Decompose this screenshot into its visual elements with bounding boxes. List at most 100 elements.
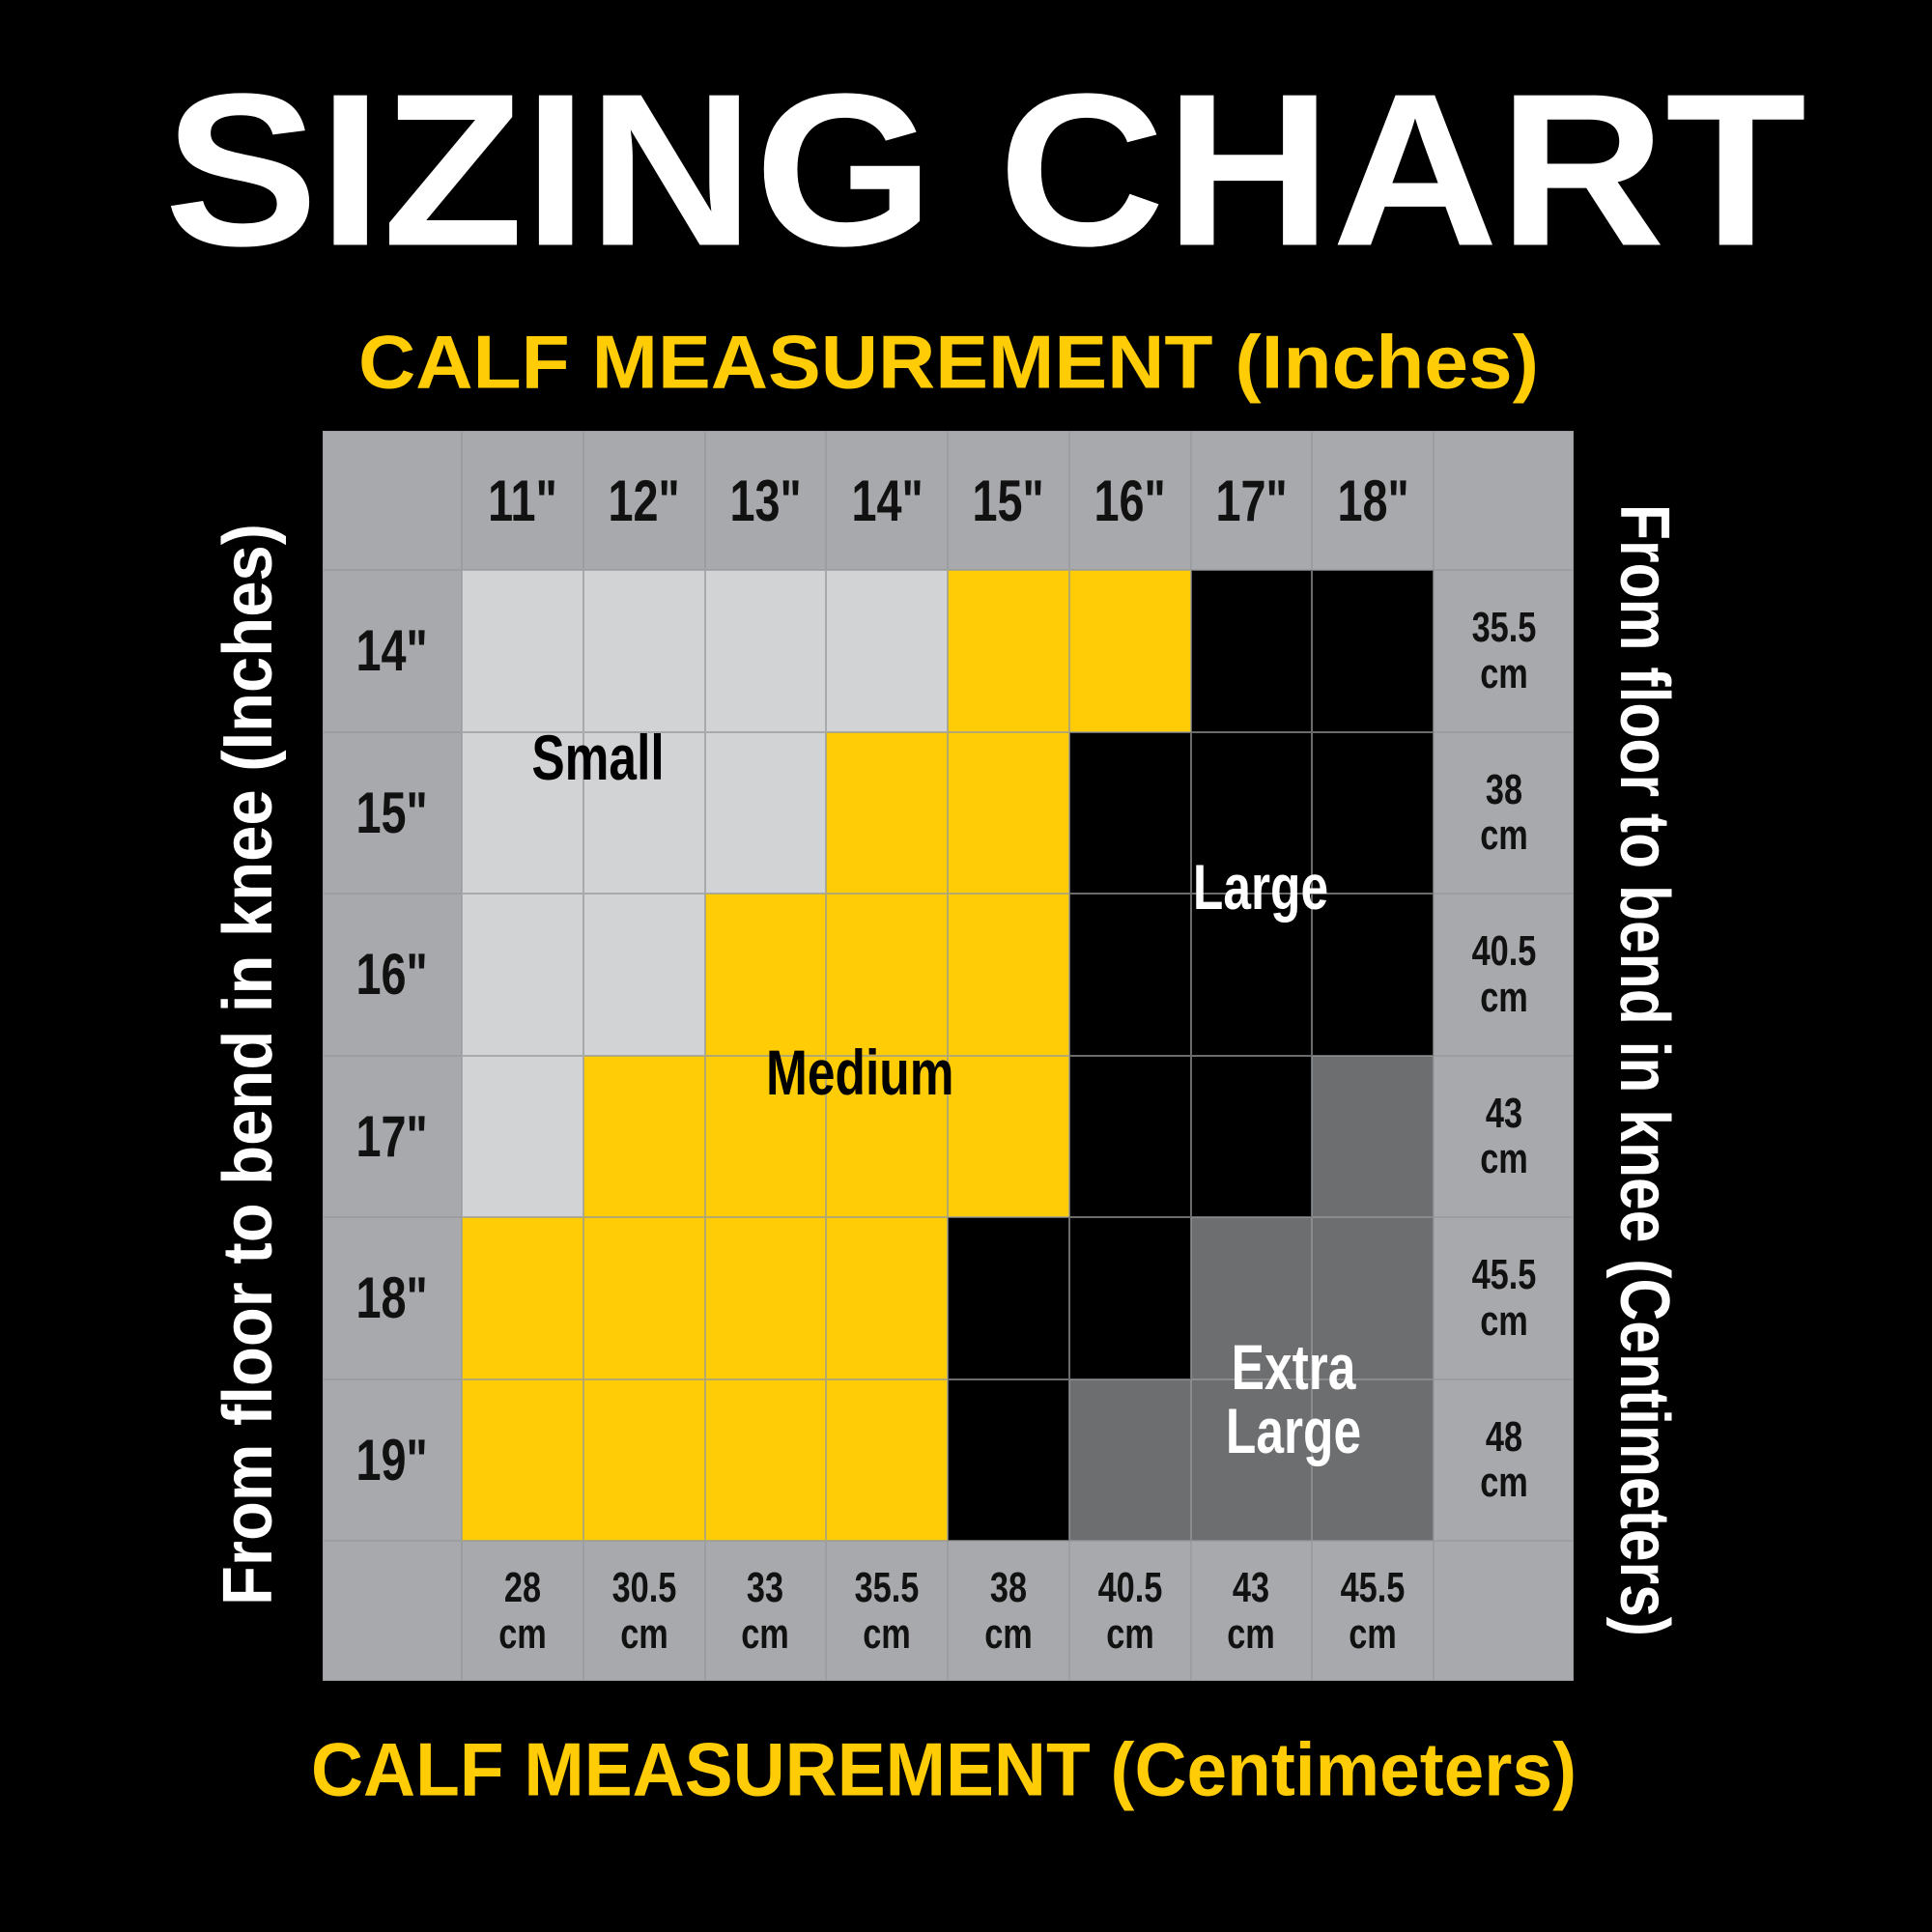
size-cell xyxy=(704,731,827,894)
column-header-in: 15" xyxy=(948,431,1069,570)
size-cell xyxy=(1312,894,1434,1056)
size-cell xyxy=(462,570,583,732)
size-label-text: Extra Large xyxy=(1225,1331,1362,1466)
size-cell xyxy=(1068,1217,1191,1379)
column-header-in-text: 18" xyxy=(1337,468,1409,533)
size-cell xyxy=(1190,894,1313,1056)
top-axis-title: CALF MEASUREMENT (Inches) xyxy=(358,320,1539,405)
size-label-text: Large xyxy=(1192,851,1329,923)
size-label-text: Medium xyxy=(766,1037,954,1108)
size-cell xyxy=(704,570,827,732)
column-header-cm-text: 38 cm xyxy=(984,1563,1033,1658)
column-header-cm: 43 cm xyxy=(1191,1541,1313,1681)
left-axis-title: From floor to bend in knee (Inches) xyxy=(210,524,287,1605)
size-cell xyxy=(948,1217,1069,1379)
column-header-in: 12" xyxy=(583,431,705,570)
column-header-cm: 45.5 cm xyxy=(1312,1541,1434,1681)
size-cell xyxy=(1068,894,1191,1056)
column-header-cm-text: 35.5 cm xyxy=(854,1563,920,1658)
size-grid: 11" 12" 13" 14" 15" 16" 17" 18" 28 cm 30.5 cm 33 c… xyxy=(323,431,1574,1681)
size-cell xyxy=(582,1378,705,1541)
size-cell xyxy=(462,731,583,894)
row-header-in: 19" xyxy=(323,1379,462,1542)
size-cell xyxy=(1190,1378,1313,1541)
row-header-cm: 40.5 cm xyxy=(1434,894,1574,1056)
corner xyxy=(1434,1541,1574,1681)
size-cell xyxy=(582,1055,705,1217)
column-header-cm-text: 43 cm xyxy=(1227,1563,1276,1658)
right-axis-title: From floor to bend in knee (Centimeters) xyxy=(1605,504,1683,1636)
row-header-in-text: 15" xyxy=(355,780,429,845)
size-cell xyxy=(582,1217,705,1379)
bottom-axis-title: CALF MEASUREMENT (Centimeters) xyxy=(311,1727,1577,1812)
size-cell xyxy=(1312,570,1434,732)
size-cell xyxy=(826,1217,948,1379)
size-cell xyxy=(1068,1378,1191,1541)
size-cell xyxy=(1312,1217,1434,1379)
row-header-cm: 43 cm xyxy=(1434,1056,1574,1218)
row-header-in-text: 19" xyxy=(355,1427,429,1492)
size-cell xyxy=(948,731,1069,894)
size-cell xyxy=(1312,1055,1434,1217)
column-header-in-text: 15" xyxy=(972,468,1044,533)
column-header-cm: 33 cm xyxy=(705,1541,827,1681)
row-header-in: 18" xyxy=(323,1217,462,1379)
size-cell xyxy=(826,1055,948,1217)
size-cell xyxy=(704,1217,827,1379)
size-cell xyxy=(948,894,1069,1056)
size-cell xyxy=(1312,1378,1434,1541)
size-cell xyxy=(1190,1055,1313,1217)
size-label: Medium xyxy=(745,1037,954,1108)
corner xyxy=(323,431,462,570)
corner xyxy=(323,1541,462,1681)
column-header-in-text: 17" xyxy=(1215,468,1288,533)
row-header-cm-text: 40.5 cm xyxy=(1471,927,1536,1021)
size-cell xyxy=(462,1055,583,1217)
column-header-cm: 28 cm xyxy=(462,1541,583,1681)
size-cell xyxy=(582,570,705,732)
row-header-cm-text: 38 cm xyxy=(1479,765,1528,860)
size-cell xyxy=(1190,1217,1313,1379)
column-header-cm-text: 45.5 cm xyxy=(1340,1563,1406,1658)
size-cell xyxy=(704,1055,827,1217)
column-header-in-text: 12" xyxy=(608,468,680,533)
row-header-in-text: 17" xyxy=(355,1103,429,1169)
size-cell xyxy=(1312,731,1434,894)
column-header-in-text: 14" xyxy=(851,468,923,533)
size-cell xyxy=(826,894,948,1056)
column-header-cm-text: 28 cm xyxy=(498,1563,547,1658)
size-cell xyxy=(1068,1055,1191,1217)
row-header-cm-text: 45.5 cm xyxy=(1471,1251,1536,1345)
column-header-in: 17" xyxy=(1191,431,1313,570)
column-header-cm: 30.5 cm xyxy=(583,1541,705,1681)
row-header-in: 17" xyxy=(323,1056,462,1218)
size-cell xyxy=(1190,731,1313,894)
size-cell xyxy=(582,731,705,894)
size-cell xyxy=(948,1055,1069,1217)
size-cell xyxy=(826,1378,948,1541)
size-label: Large xyxy=(1164,855,1357,919)
row-header-in: 16" xyxy=(323,894,462,1056)
column-header-cm-text: 33 cm xyxy=(741,1563,790,1658)
column-header-cm-text: 30.5 cm xyxy=(611,1563,677,1658)
size-cell xyxy=(826,570,948,732)
column-header-in: 11" xyxy=(462,431,583,570)
row-header-cm-text: 35.5 cm xyxy=(1471,604,1536,697)
size-label: Small xyxy=(501,725,695,789)
size-cell xyxy=(1068,570,1191,732)
size-label: Extra Large xyxy=(1197,1335,1390,1463)
row-header-cm-text: 43 cm xyxy=(1479,1089,1528,1183)
column-header-in: 14" xyxy=(826,431,948,570)
column-header-in: 16" xyxy=(1069,431,1191,570)
column-header-in: 18" xyxy=(1312,431,1434,570)
size-cell xyxy=(582,894,705,1056)
column-header-cm-text: 40.5 cm xyxy=(1097,1563,1163,1658)
size-cell xyxy=(462,894,583,1056)
column-header-cm: 38 cm xyxy=(948,1541,1069,1681)
row-header-cm: 48 cm xyxy=(1434,1379,1574,1542)
size-cell xyxy=(948,570,1069,732)
corner xyxy=(1434,431,1574,570)
column-header-in: 13" xyxy=(705,431,827,570)
